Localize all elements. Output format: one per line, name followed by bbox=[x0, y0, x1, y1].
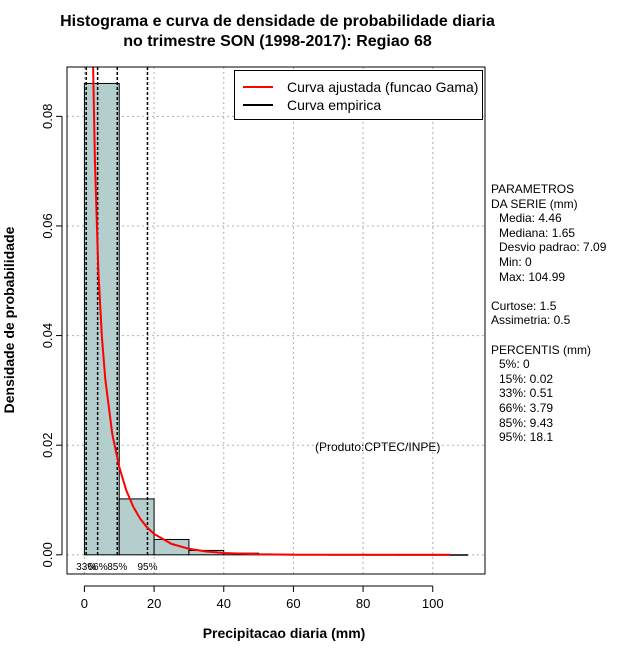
percentile-label: 85% bbox=[107, 562, 127, 573]
stat-assimetria: Assimetria: 0.5 bbox=[491, 313, 571, 328]
x-axis-label: Precipitacao diaria (mm) bbox=[202, 625, 366, 641]
legend-item-fitted: Curva ajustada (funcao Gama) bbox=[243, 78, 478, 96]
stat-p66: 66%: 3.79 bbox=[499, 400, 554, 415]
percentile-lines: 33%66% 85% 95% bbox=[76, 67, 158, 573]
y-tick-label: 0.00 bbox=[40, 542, 55, 567]
legend: Curva ajustada (funcao Gama) Curva empir… bbox=[234, 70, 483, 120]
stats-header1: PARAMETROS bbox=[491, 182, 575, 196]
legend-item-empirical: Curva empirica bbox=[243, 96, 381, 114]
stats-header2: DA SERIE (mm) bbox=[491, 196, 578, 211]
stat-media: Media: 4.46 bbox=[499, 211, 562, 226]
histogram-bar bbox=[153, 538, 190, 556]
legend-label-fitted: Curva ajustada (funcao Gama) bbox=[287, 79, 479, 95]
stat-p95: 95%: 18.1 bbox=[499, 430, 554, 445]
legend-swatch-fitted bbox=[243, 86, 273, 88]
histogram-bars bbox=[83, 82, 469, 556]
histogram-bar bbox=[118, 498, 155, 556]
stat-min: Min: 0 bbox=[499, 254, 532, 269]
y-tick-label: 0.02 bbox=[40, 433, 55, 458]
y-tick-label: 0.06 bbox=[40, 213, 55, 238]
percentile-label: 95% bbox=[137, 562, 157, 573]
percentis-header: PERCENTIS (mm) bbox=[491, 342, 591, 357]
x-tick-label: 40 bbox=[217, 596, 231, 611]
y-axis-label: Densidade de probabilidade bbox=[1, 226, 17, 414]
stats-panel: PARAMETROS DA SERIE (mm) Media: 4.46 Med… bbox=[491, 182, 606, 445]
y-tick-label: 0.04 bbox=[40, 323, 55, 348]
axes: 0 20 40 60 80 100 0.00 0.02 0.04 0.06 0.08 bbox=[40, 104, 444, 611]
stat-p33: 33%: 0.51 bbox=[499, 386, 554, 401]
stat-p5: 5%: 0 bbox=[499, 357, 530, 372]
legend-label-empirical: Curva empirica bbox=[287, 97, 382, 113]
x-tick-label: 100 bbox=[422, 596, 444, 611]
y-tick-label: 0.08 bbox=[40, 104, 55, 129]
x-tick-label: 0 bbox=[81, 596, 88, 611]
plot-frame bbox=[66, 66, 486, 575]
fitted-curve bbox=[92, 66, 451, 556]
chart-title-line1: Histograma e curva de densidade de proba… bbox=[60, 13, 495, 30]
stat-curtose: Curtose: 1.5 bbox=[491, 298, 557, 313]
x-tick-label: 20 bbox=[147, 596, 161, 611]
chart-title: Histograma e curva de densidade de proba… bbox=[0, 12, 555, 52]
percentile-label: 33% bbox=[76, 562, 96, 573]
stat-mediana: Mediana: 1.65 bbox=[499, 225, 576, 240]
stat-p85: 85%: 9.43 bbox=[499, 415, 554, 430]
stat-desvio: Desvio padrao: 7.09 bbox=[499, 240, 607, 255]
stat-max: Max: 104.99 bbox=[499, 269, 566, 284]
credit-text: (Produto:CPTEC/INPE) bbox=[315, 440, 441, 454]
stat-p15: 15%: 0.02 bbox=[499, 371, 554, 386]
x-tick-label: 60 bbox=[286, 596, 300, 611]
fitted-curve-layer bbox=[92, 66, 451, 556]
x-tick-label: 80 bbox=[356, 596, 370, 611]
legend-swatch-empirical bbox=[243, 104, 273, 106]
percentile-label: 66% bbox=[88, 562, 108, 573]
chart-title-line2: no trimestre SON (1998-2017): Regiao 68 bbox=[123, 33, 432, 50]
